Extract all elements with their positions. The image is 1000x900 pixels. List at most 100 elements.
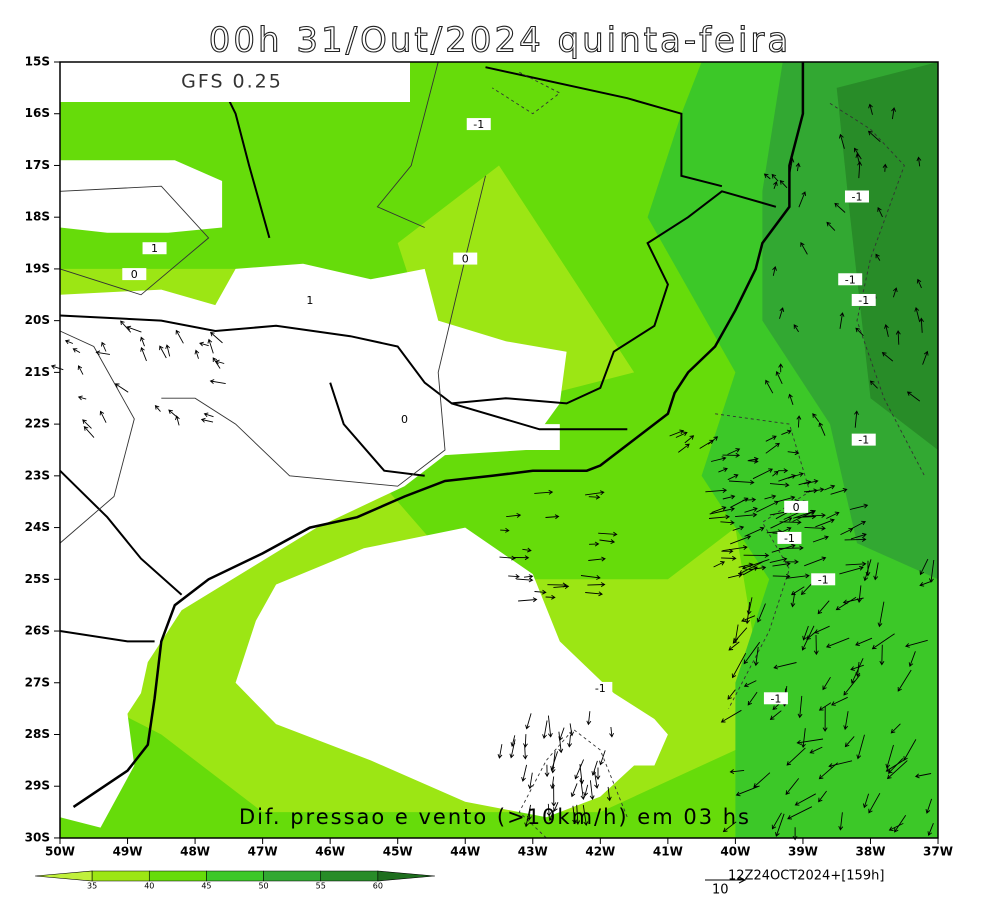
state-border	[59, 630, 155, 643]
wind-vector	[140, 336, 145, 347]
wind-vector	[580, 575, 601, 580]
wind-vector	[775, 813, 785, 837]
wind-vector	[722, 494, 736, 500]
wind-vector	[675, 431, 688, 438]
wind-vector	[731, 652, 747, 679]
wind-vector	[845, 561, 867, 567]
wind-vector	[888, 822, 904, 831]
frame	[59, 61, 939, 839]
wind-vector	[879, 644, 885, 666]
wind-vector	[126, 325, 142, 333]
contour-label: 0	[462, 253, 469, 266]
wind-vector	[553, 802, 559, 812]
wind-vector	[803, 488, 818, 494]
wind-vector	[720, 520, 735, 526]
wind-vector	[567, 734, 573, 748]
wind-vector	[745, 601, 751, 625]
lat-label: 19S	[25, 261, 50, 275]
wind-vector	[83, 426, 95, 438]
wind-vector	[175, 329, 184, 344]
wind-vector	[513, 555, 530, 561]
wind-vector	[928, 559, 935, 583]
wind-vector	[510, 735, 516, 747]
wind-vector	[877, 601, 885, 628]
wind-vector	[589, 541, 600, 547]
wind-vector	[159, 345, 167, 359]
wind-vector	[523, 734, 528, 748]
wind-vector	[796, 415, 802, 428]
wind-vector	[869, 380, 878, 389]
wind-vector	[585, 490, 605, 496]
wind-vector	[773, 662, 797, 670]
wind-vector	[580, 778, 586, 800]
wind-vector	[212, 357, 221, 369]
wind-vector	[834, 202, 846, 213]
wind-vector	[154, 405, 161, 412]
wind-vector	[588, 494, 601, 500]
wind-vector	[798, 191, 807, 208]
wind-vector	[857, 161, 863, 179]
lat-label: 27S	[25, 675, 50, 689]
wind-vector	[747, 458, 759, 464]
wind-vector	[806, 631, 817, 640]
wind-vector	[849, 503, 869, 510]
wind-vector	[813, 634, 819, 656]
contour-label: -1	[473, 118, 484, 131]
wind-vector	[200, 417, 214, 423]
wind-vector	[781, 429, 792, 436]
wind-vector	[809, 746, 823, 754]
masked-area	[60, 160, 223, 233]
wind-vector	[772, 561, 791, 567]
wind-vector	[830, 488, 848, 495]
wind-vector	[839, 312, 845, 329]
wind-vector	[843, 674, 861, 696]
wind-vector	[708, 514, 730, 520]
wind-vector	[64, 339, 74, 345]
wind-vector	[795, 162, 801, 172]
wind-vector	[786, 573, 810, 579]
wind-vector	[868, 103, 873, 115]
wind-vector	[521, 764, 528, 782]
wind-vector	[795, 514, 817, 520]
wind-vector	[735, 512, 758, 518]
wind-vector	[570, 783, 578, 798]
wind-vector	[203, 412, 214, 418]
wind-vector	[818, 790, 827, 803]
wind-vector	[789, 157, 795, 175]
wind-vector	[793, 324, 799, 333]
wind-vector	[550, 750, 556, 774]
lat-label: 28S	[25, 727, 50, 741]
lat-label: 22S	[25, 417, 50, 431]
wind-vector	[842, 597, 864, 605]
contour-label-box	[142, 242, 167, 255]
lon-label: 37W	[923, 845, 953, 859]
wind-vector	[867, 130, 881, 143]
contour	[59, 330, 135, 544]
wind-vector	[803, 479, 819, 485]
wind-vector	[120, 320, 132, 333]
contour-negative	[715, 413, 811, 709]
lon-label: 39W	[788, 845, 818, 859]
contour-label-box	[392, 412, 417, 425]
wind-vector	[802, 512, 826, 518]
colorbar-segment	[148, 870, 207, 882]
contour	[59, 185, 210, 296]
lon-label: 50W	[45, 845, 75, 859]
wind-vector	[599, 750, 606, 766]
wind-vector	[862, 793, 870, 809]
wind-vector	[897, 669, 912, 692]
wind-vector	[778, 545, 804, 551]
lon-label: 47W	[248, 845, 278, 859]
wind-vector	[775, 371, 783, 384]
contour-label: -1	[845, 273, 856, 286]
wind-vector	[729, 769, 745, 775]
wind-vector	[732, 627, 748, 644]
wind-vector	[749, 565, 767, 571]
wind-vector	[710, 456, 727, 462]
wind-vector	[523, 574, 534, 580]
wind-vector	[741, 615, 756, 623]
wind-vector	[771, 812, 782, 830]
wind-vector	[516, 577, 534, 583]
